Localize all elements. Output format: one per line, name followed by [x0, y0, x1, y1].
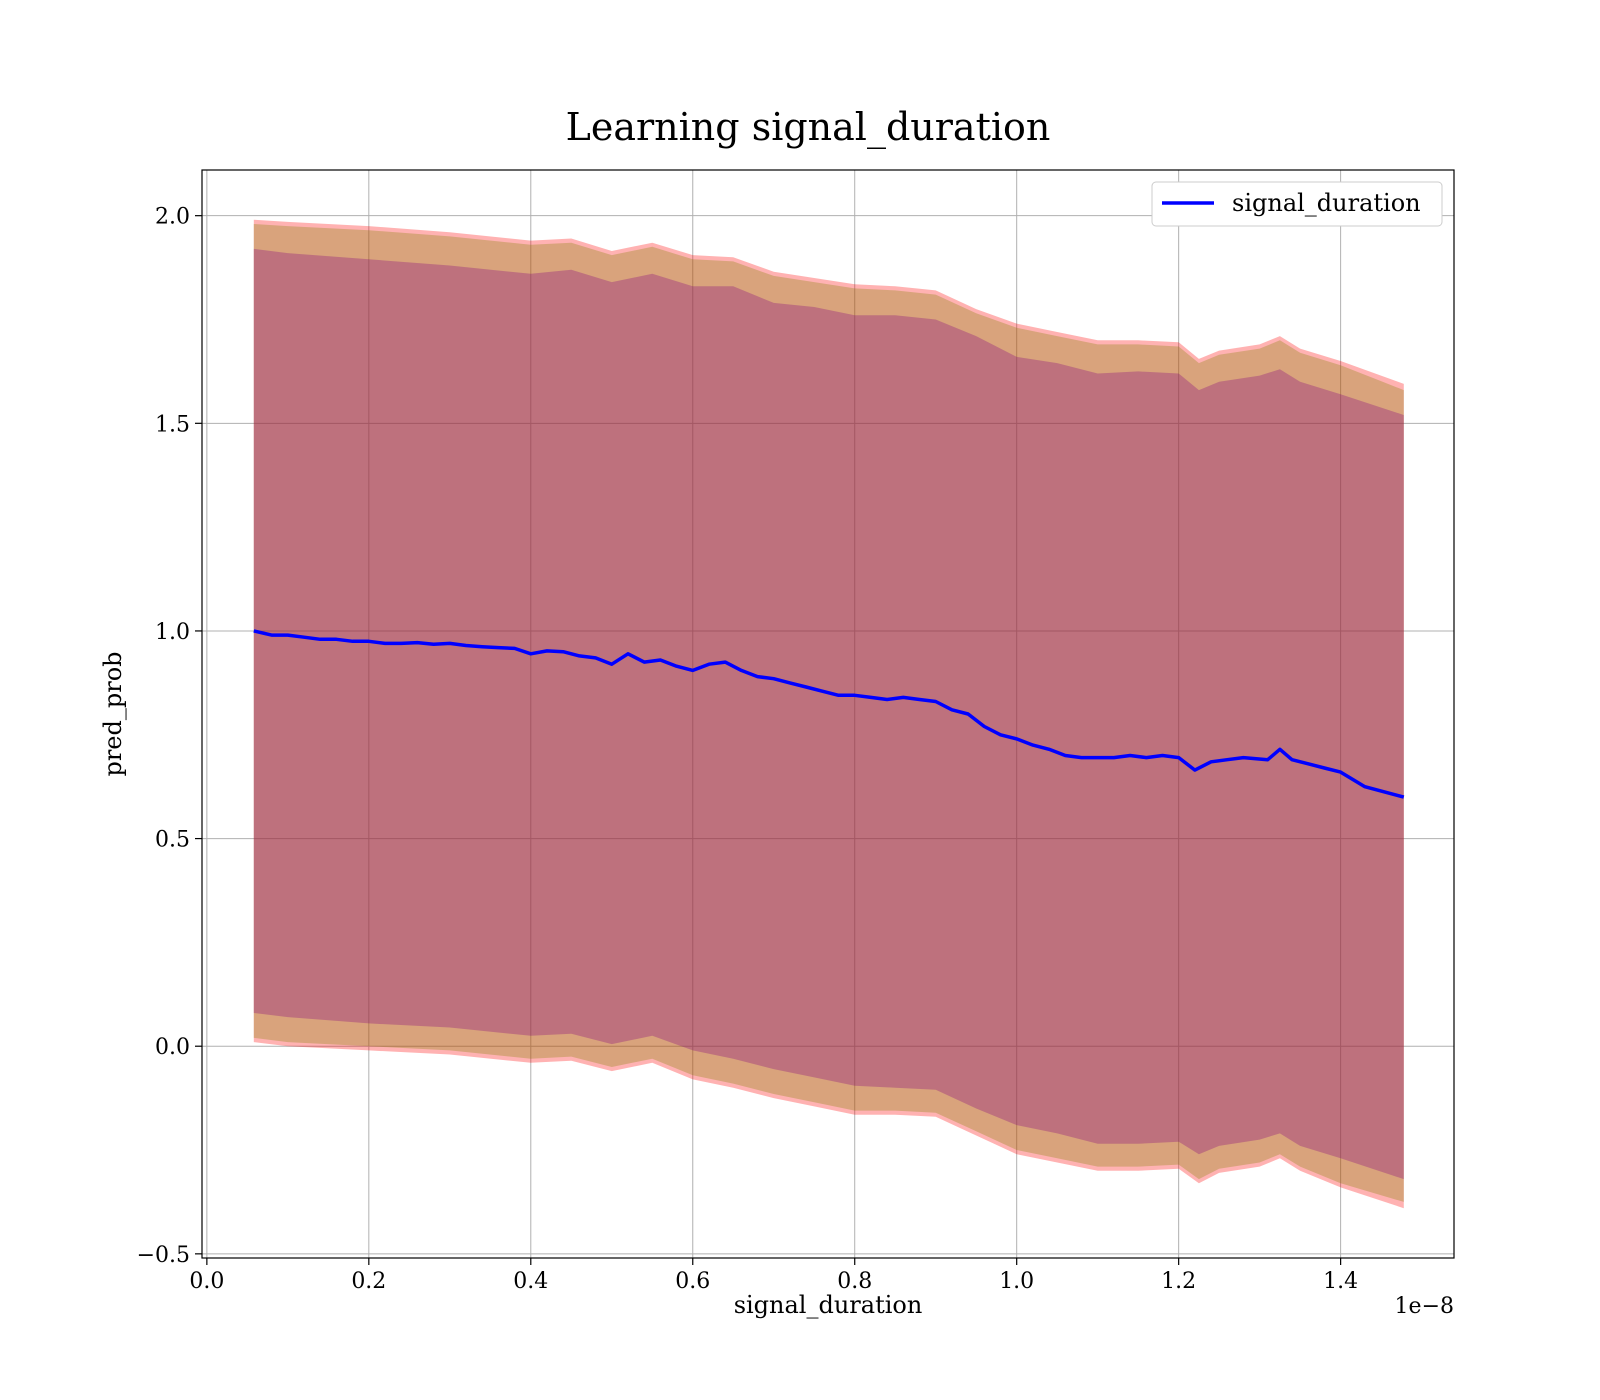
x-axis-offset-text: 1e−8: [1395, 1294, 1454, 1319]
x-tick-label: 0.2: [351, 1269, 386, 1294]
y-tick-label: 1.0: [155, 620, 190, 645]
y-tick-label: 1.5: [155, 412, 190, 437]
y-tick-label: −0.5: [137, 1243, 190, 1268]
confidence-band: [253, 224, 1404, 1202]
x-tick-label: 0.6: [675, 1269, 710, 1294]
series-line: [253, 629, 1405, 799]
legend: signal_duration: [1151, 181, 1443, 227]
y-tick-label: 0.5: [155, 828, 190, 853]
x-tick-label: 1.0: [999, 1269, 1034, 1294]
x-tick-label: 0.4: [513, 1269, 548, 1294]
x-axis-label: signal_duration: [734, 1291, 923, 1319]
confidence-bands: [253, 219, 1404, 1209]
y-tick-label: 2.0: [155, 205, 190, 230]
legend-box: [1151, 181, 1443, 227]
plot-area-frame: [201, 169, 1455, 1259]
confidence-band: [253, 219, 1404, 1209]
x-tick-label: 1.2: [1161, 1269, 1196, 1294]
x-axis-ticks: 0.0 0.2 0.4 0.6 0.8 1.0 1.2 1.4: [189, 1258, 1358, 1294]
x-tick-label: 0.8: [837, 1269, 872, 1294]
chart-title: Learning signal_duration: [566, 105, 1051, 150]
confidence-band: [253, 248, 1404, 1180]
series-lines: [253, 629, 1405, 799]
x-tick-label: 0.0: [189, 1269, 224, 1294]
x-tick-label: 1.4: [1323, 1269, 1358, 1294]
y-axis-ticks: −0.5 0.0 0.5 1.0 1.5 2.0: [137, 205, 202, 1268]
y-axis-label: pred_prob: [99, 651, 127, 776]
legend-label: signal_duration: [1232, 189, 1421, 217]
y-tick-label: 0.0: [155, 1035, 190, 1060]
